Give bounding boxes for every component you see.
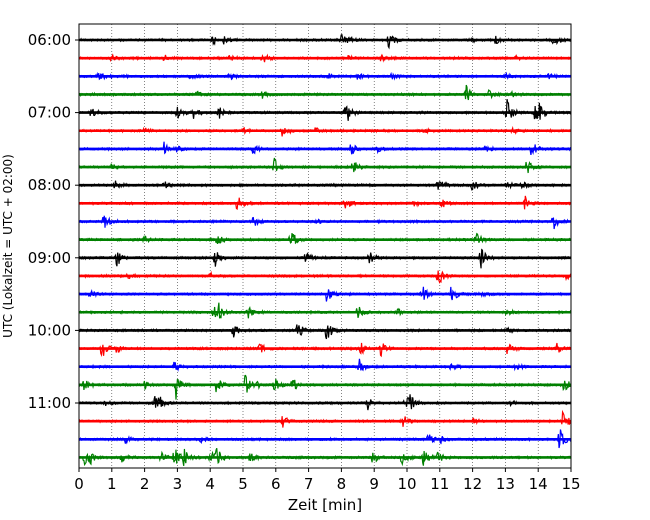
x-tick-label: 2 bbox=[140, 475, 150, 493]
x-tick-label: 15 bbox=[561, 475, 580, 493]
x-tick-label: 10 bbox=[397, 475, 416, 493]
seismogram-traces bbox=[78, 33, 572, 467]
x-tick-label: 1 bbox=[107, 475, 117, 493]
y-tick-label: 11:00 bbox=[28, 394, 71, 412]
x-tick-label: 4 bbox=[205, 475, 215, 493]
x-tick-label: 13 bbox=[496, 475, 515, 493]
plot-frame bbox=[78, 23, 572, 469]
y-tick-label: 10:00 bbox=[28, 321, 71, 339]
x-tick-label: 3 bbox=[173, 475, 183, 493]
x-tick-label: 14 bbox=[529, 475, 548, 493]
y-tick-label: 08:00 bbox=[28, 176, 71, 194]
x-tick-label: 8 bbox=[337, 475, 347, 493]
x-tick-label: 0 bbox=[74, 475, 84, 493]
x-tick-label: 5 bbox=[238, 475, 248, 493]
vertical-grid bbox=[111, 24, 539, 468]
x-tick-label: 11 bbox=[430, 475, 449, 493]
x-axis-ticks: 0 1 2 3 4 5 6 7 8 9 10 11 12 13 14 15 bbox=[74, 468, 581, 493]
x-tick-label: 7 bbox=[304, 475, 314, 493]
y-tick-label: 09:00 bbox=[28, 249, 71, 267]
x-tick-label: 9 bbox=[369, 475, 379, 493]
x-tick-label: 12 bbox=[463, 475, 482, 493]
y-axis-ticks: 06:00 07:00 08:00 09:00 10:00 11:00 bbox=[28, 31, 79, 412]
y-tick-label: 06:00 bbox=[28, 31, 71, 49]
y-axis-label: UTC (Lokalzeit = UTC + 02:00) bbox=[1, 154, 15, 338]
y-tick-label: 07:00 bbox=[28, 104, 71, 122]
x-axis-label: Zeit [min] bbox=[288, 496, 362, 514]
x-tick-label: 6 bbox=[271, 475, 281, 493]
